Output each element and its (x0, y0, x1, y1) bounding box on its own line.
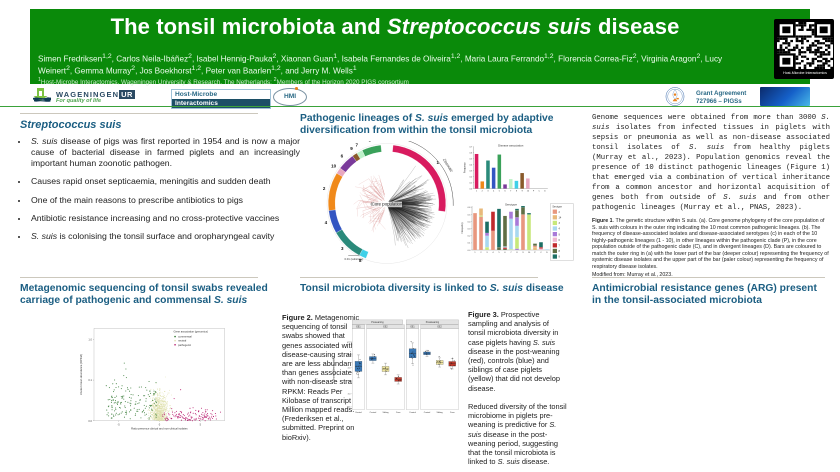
svg-text:10: 10 (527, 190, 530, 192)
svg-text:commensal: commensal (178, 335, 192, 339)
svg-text:P: P (534, 252, 536, 254)
svg-text:4.5: 4.5 (348, 355, 352, 357)
svg-text:4: 4 (493, 190, 495, 192)
svg-text:Case: Case (396, 412, 402, 414)
svg-text:2: 2 (482, 190, 484, 192)
svg-text:Ratio presence clinical and no: Ratio presence clinical and non-clinical… (131, 426, 188, 430)
svg-text:6: 6 (341, 154, 344, 159)
svg-text:5.0: 5.0 (348, 341, 352, 343)
svg-text:C: C (540, 252, 542, 254)
svg-text:1.0: 1.0 (88, 337, 92, 341)
svg-text:2: 2 (323, 186, 326, 191)
svg-text:Control: Control (409, 411, 416, 414)
svg-text:-5: -5 (117, 422, 120, 426)
svg-text:Gene association (genomics): Gene association (genomics) (174, 329, 209, 333)
svg-text:C: C (539, 190, 541, 192)
svg-text:Disease association: Disease association (498, 143, 524, 147)
svg-text:P: P (533, 190, 535, 192)
svg-text:2: 2 (480, 252, 482, 254)
svg-text:Control: Control (370, 411, 377, 414)
svg-text:3.5: 3.5 (348, 381, 352, 383)
svg-text:neutral: neutral (178, 339, 187, 343)
svg-text:10: 10 (331, 164, 337, 169)
svg-text:5: 5 (369, 141, 372, 142)
svg-text:Cluster mean abundance (RPKM): Cluster mean abundance (RPKM) (79, 354, 83, 395)
svg-text:Serotype: Serotype (552, 205, 562, 208)
svg-text:6: 6 (504, 190, 506, 192)
svg-text:Zoonotic: Zoonotic (442, 157, 455, 173)
svg-text:9: 9 (522, 252, 524, 254)
svg-text:4.0: 4.0 (348, 368, 352, 370)
svg-text:6: 6 (504, 252, 506, 254)
svg-text:D: D (544, 190, 546, 192)
svg-text:0.1: 0.1 (88, 378, 92, 382)
svg-text:Case: Case (450, 412, 456, 414)
svg-text:8: 8 (516, 252, 518, 254)
svg-text:3: 3 (341, 246, 344, 251)
svg-text:Control: Control (424, 411, 431, 414)
svg-text:4: 4 (492, 252, 494, 254)
svg-text:7: 7 (355, 143, 358, 148)
svg-text:9: 9 (350, 146, 353, 151)
svg-text:0: 0 (159, 422, 161, 426)
svg-text:7: 7 (510, 190, 512, 192)
svg-text:Control: Control (355, 411, 362, 414)
svg-text:Sibling: Sibling (437, 412, 443, 414)
svg-text:4: 4 (325, 220, 328, 225)
svg-text:Serotype: Serotype (505, 203, 517, 207)
svg-text:Shannon diversity index: Shannon diversity index (332, 357, 335, 381)
svg-text:pathogenic: pathogenic (178, 343, 192, 347)
svg-text:2.5: 2.5 (348, 407, 352, 409)
svg-text:5: 5 (498, 252, 500, 254)
svg-text:0.0: 0.0 (88, 419, 92, 423)
svg-text:8: 8 (516, 190, 518, 192)
svg-text:7: 7 (510, 252, 512, 254)
svg-text:10: 10 (528, 252, 531, 254)
svg-text:5: 5 (200, 422, 202, 426)
svg-text:Core population: Core population (372, 201, 403, 206)
svg-text:9: 9 (522, 190, 524, 192)
svg-text:3: 3 (487, 190, 489, 192)
svg-text:Sibling: Sibling (382, 412, 388, 414)
svg-text:5: 5 (499, 190, 501, 192)
svg-text:3: 3 (486, 252, 488, 254)
svg-text:3.0: 3.0 (348, 394, 352, 396)
